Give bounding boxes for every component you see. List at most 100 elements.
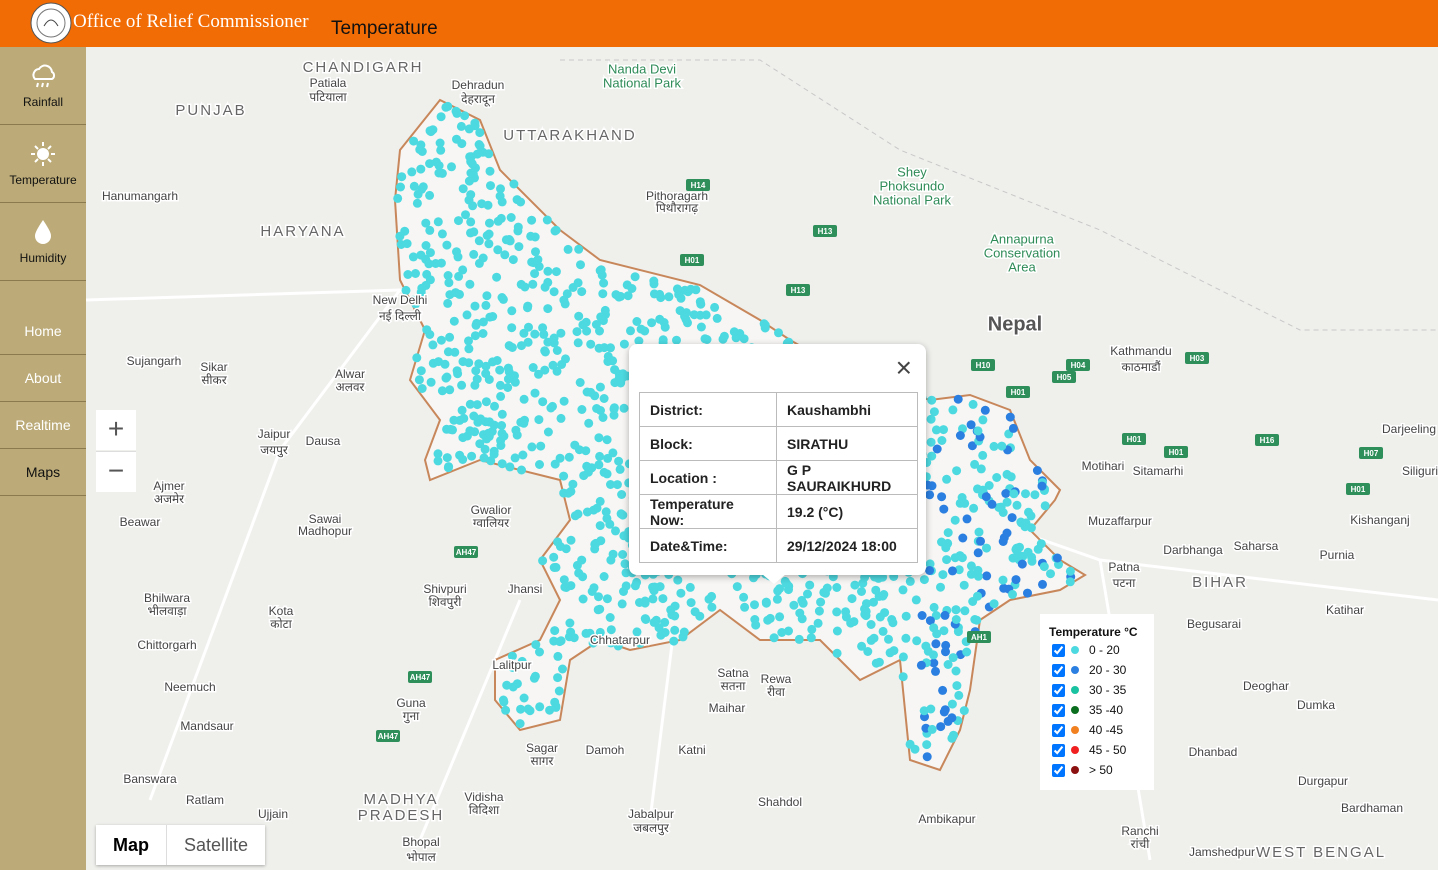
station-dot	[577, 405, 587, 414]
legend-checkbox[interactable]	[1052, 663, 1065, 677]
legend-checkbox[interactable]	[1052, 703, 1065, 717]
place-label: Chittorgarh	[137, 638, 196, 652]
nav-link[interactable]: Realtime	[0, 402, 86, 449]
station-dot	[484, 431, 494, 441]
station-dot	[538, 397, 548, 407]
layer-button[interactable]: Rainfall	[0, 47, 86, 125]
station-dot	[594, 592, 603, 602]
nav-link[interactable]: Maps	[0, 449, 86, 496]
station-dot	[408, 252, 418, 262]
legend-checkbox[interactable]	[1052, 763, 1065, 777]
station-dot	[605, 519, 615, 529]
nav-link[interactable]: About	[0, 355, 86, 402]
station-dot	[806, 633, 816, 643]
place-label: Banswara	[123, 772, 177, 786]
station-dot	[632, 627, 642, 637]
place-label: Kishanganj	[1350, 513, 1409, 527]
station-dot	[566, 486, 576, 496]
place-label: Alwar	[335, 367, 365, 381]
place-label: Kathmandu	[1110, 344, 1171, 358]
station-dot	[901, 611, 911, 621]
info-label: Date&Time:	[639, 528, 777, 563]
station-dot	[462, 310, 472, 320]
station-dot	[729, 327, 739, 337]
place-label: HARYANA	[260, 223, 345, 240]
station-dot	[704, 594, 714, 604]
station-dot	[436, 258, 446, 268]
station-dot	[968, 399, 978, 409]
place-label: Dumka	[1297, 698, 1335, 712]
station-dot	[481, 369, 491, 379]
station-dot	[941, 640, 951, 650]
place-label: गुना	[403, 709, 420, 724]
station-dot	[689, 310, 699, 320]
info-label: Block:	[639, 426, 777, 461]
zoom-out[interactable]: −	[96, 451, 136, 492]
legend-checkbox[interactable]	[1052, 743, 1065, 757]
legend-checkbox[interactable]	[1052, 643, 1065, 657]
road-shield	[1185, 352, 1209, 364]
station-dot	[775, 612, 785, 622]
station-dot	[718, 334, 728, 344]
station-dot	[702, 335, 712, 344]
station-dot	[444, 462, 454, 472]
station-dot	[460, 111, 470, 121]
station-dot	[967, 441, 977, 451]
map-type-control: Map Satellite	[96, 825, 266, 865]
place-label: अलवर	[336, 380, 366, 394]
station-dot	[540, 346, 550, 356]
station-dot	[871, 585, 881, 595]
map-type-button[interactable]: Satellite	[184, 835, 249, 855]
station-dot	[635, 638, 645, 648]
station-dot	[863, 647, 873, 656]
station-dot	[641, 615, 651, 624]
station-dot	[489, 420, 499, 430]
station-dot	[617, 599, 627, 609]
station-dot	[457, 139, 467, 149]
layer-button[interactable]: Humidity	[0, 203, 86, 281]
station-dot	[559, 396, 569, 406]
nav-link[interactable]: Home	[0, 308, 86, 355]
station-dot	[492, 272, 502, 282]
station-dot	[998, 537, 1008, 546]
road-shield	[1346, 483, 1370, 495]
station-dot	[603, 453, 613, 463]
place-label: जयपुर	[260, 443, 289, 458]
station-dot	[874, 657, 884, 667]
station-dot	[426, 377, 436, 387]
place-label: WEST BENGAL	[1256, 844, 1386, 861]
station-dot	[416, 287, 426, 297]
station-dot	[412, 198, 422, 208]
close-button[interactable]: ×	[895, 352, 912, 383]
station-dot	[1001, 489, 1011, 498]
road-shield	[1066, 359, 1090, 371]
station-dot	[712, 313, 722, 323]
map-type-button[interactable]: Map	[96, 825, 167, 865]
station-dot	[594, 343, 604, 353]
station-dot	[794, 634, 804, 644]
layer-button[interactable]: Temperature	[0, 125, 86, 203]
info-table: District: Kaushambhi Block: SIRATHU Location…	[639, 392, 918, 563]
station-dot	[626, 326, 635, 336]
station-dot	[664, 292, 674, 302]
station-dot	[939, 425, 948, 435]
station-dot	[441, 373, 451, 383]
station-dot	[564, 632, 574, 642]
place-label: Sitamarhi	[1133, 464, 1184, 478]
legend-checkbox[interactable]	[1052, 723, 1065, 737]
station-dot	[951, 666, 961, 676]
station-dot	[608, 549, 618, 559]
station-dot	[508, 255, 518, 265]
place-label: भीलवाड़ा	[148, 604, 188, 618]
station-dot	[425, 190, 435, 200]
station-dot	[578, 594, 588, 604]
station-dot	[749, 573, 758, 583]
station-dot	[411, 299, 421, 309]
station-dot	[751, 620, 761, 630]
station-dot	[455, 415, 465, 425]
legend-checkbox[interactable]	[1052, 683, 1065, 697]
zoom-in[interactable]: +	[96, 410, 136, 450]
station-dot	[458, 184, 468, 194]
place-label: Maihar	[709, 701, 746, 715]
station-dot	[509, 179, 519, 189]
